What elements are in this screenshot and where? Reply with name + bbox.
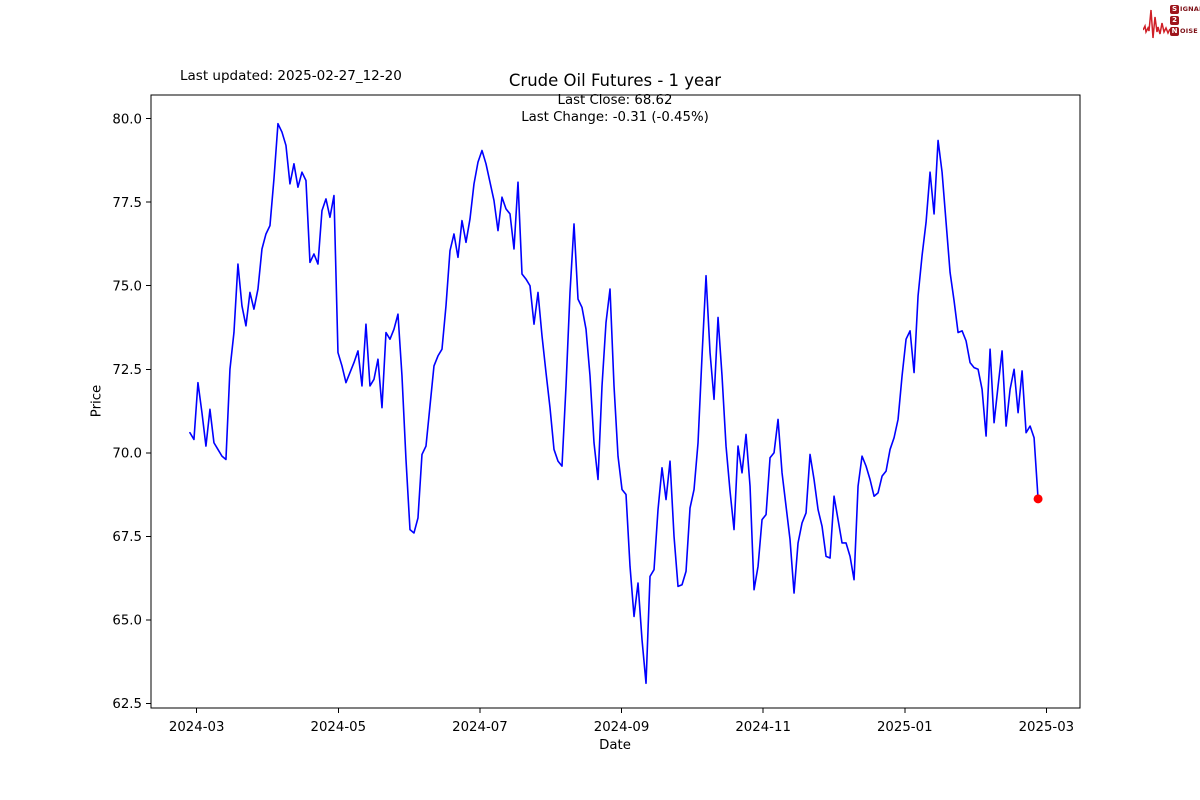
logo-badge-2: 2 <box>1170 15 1179 25</box>
y-tick-label: 65.0 <box>112 613 142 628</box>
plot-border <box>150 94 1081 709</box>
logo-row-2: 2 <box>1170 15 1200 25</box>
y-tick-label: 62.5 <box>112 697 142 712</box>
last-updated-text: Last updated: 2025-02-27_12-20 <box>180 68 402 84</box>
y-tick-label: 75.0 <box>112 279 142 294</box>
chart-title: Crude Oil Futures - 1 year <box>508 71 722 90</box>
logo-text: S IGNAL 2 N OISE <box>1170 4 1200 36</box>
logo-row-noise: N OISE <box>1170 26 1200 36</box>
x-tick-label: 2024-03 <box>169 720 225 735</box>
last-close-annotation: Last Close: 68.62 Last Change: -0.31 (-0… <box>521 93 709 126</box>
y-tick-label: 67.5 <box>112 530 142 545</box>
y-tick-label: 70.0 <box>112 446 142 461</box>
y-tick-label: 77.5 <box>112 196 142 211</box>
last-change-line: Last Change: -0.31 (-0.45%) <box>521 109 709 125</box>
y-tick-label: 80.0 <box>112 112 142 127</box>
logo-rest-oise: OISE <box>1180 27 1198 35</box>
x-tick-label: 2024-09 <box>594 720 650 735</box>
x-tick-label: 2024-07 <box>452 720 508 735</box>
ekg-waveform-icon <box>1143 9 1171 39</box>
last-close-dot <box>1033 494 1043 504</box>
last-close-line: Last Close: 68.62 <box>557 93 673 108</box>
logo-badge-n: N <box>1170 26 1179 36</box>
x-tick-label: 2024-05 <box>311 720 367 735</box>
price-line <box>189 122 1039 685</box>
x-axis-label: Date <box>599 738 631 753</box>
y-axis-label: Price <box>89 384 105 418</box>
logo-signal2noise: S IGNAL 2 N OISE <box>1143 3 1200 41</box>
x-tick-label: 2025-03 <box>1019 720 1075 735</box>
logo-row-signal: S IGNAL <box>1170 4 1200 14</box>
x-tick-label: 2024-11 <box>735 720 791 735</box>
logo-rest-ignal: IGNAL <box>1180 5 1200 13</box>
logo-badge-s: S <box>1170 4 1179 14</box>
y-tick-label: 72.5 <box>112 363 142 378</box>
x-tick-label: 2025-01 <box>877 720 933 735</box>
